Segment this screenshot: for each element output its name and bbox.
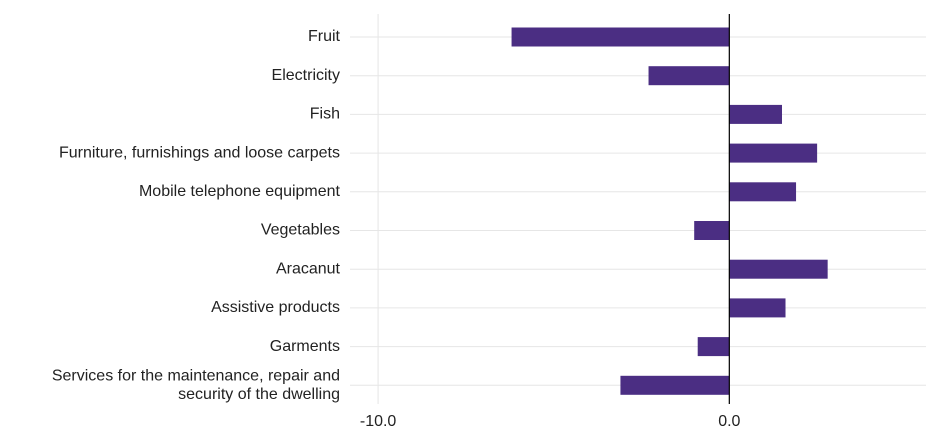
bar — [648, 66, 730, 86]
bar — [729, 298, 786, 318]
category-label: Fruit — [308, 28, 341, 45]
category-label: Services for the maintenance, repair and… — [52, 368, 340, 403]
x-tick-label: -10.0 — [360, 413, 397, 430]
category-label: Furniture, furnishings and loose carpets — [59, 144, 340, 161]
category-label: Aracanut — [276, 260, 341, 277]
bar — [729, 104, 782, 124]
x-tick-label: 0.0 — [718, 413, 740, 430]
category-label: Mobile telephone equipment — [139, 183, 341, 200]
bar — [729, 143, 818, 163]
bar — [511, 27, 730, 47]
category-label: Garments — [270, 338, 340, 355]
bar — [697, 337, 730, 357]
bar — [620, 375, 730, 395]
bar — [729, 182, 797, 202]
category-label: Assistive products — [211, 299, 340, 316]
category-label: Vegetables — [261, 222, 340, 239]
bar — [729, 259, 828, 279]
category-label: Fish — [310, 106, 340, 123]
category-label: Electricity — [272, 67, 340, 84]
bar — [694, 221, 730, 240]
